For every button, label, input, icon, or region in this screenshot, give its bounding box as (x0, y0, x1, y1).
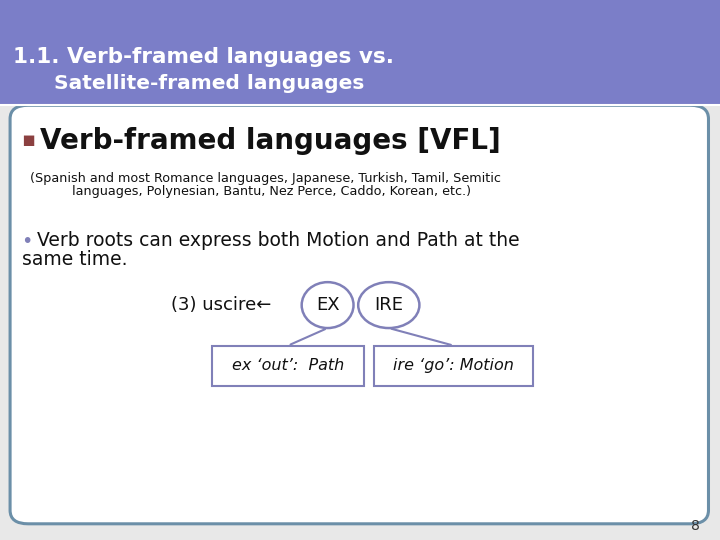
Text: 1.1. Verb-framed languages vs.: 1.1. Verb-framed languages vs. (13, 46, 394, 67)
FancyBboxPatch shape (374, 346, 533, 386)
Text: 8: 8 (691, 519, 700, 534)
FancyBboxPatch shape (10, 105, 708, 524)
Text: ex ‘out’:  Path: ex ‘out’: Path (232, 359, 344, 373)
Text: EX: EX (316, 296, 339, 314)
Text: languages, Polynesian, Bantu, Nez Perce, Caddo, Korean, etc.): languages, Polynesian, Bantu, Nez Perce,… (72, 185, 471, 198)
Text: same time.: same time. (22, 249, 127, 269)
FancyBboxPatch shape (0, 0, 720, 105)
Text: Verb roots can express both Motion and Path at the: Verb roots can express both Motion and P… (37, 231, 520, 250)
Text: Verb-framed languages [VFL]: Verb-framed languages [VFL] (40, 127, 500, 156)
Text: (3) uscire←: (3) uscire← (171, 296, 271, 314)
Text: •: • (22, 232, 33, 252)
Text: (Spanish and most Romance languages, Japanese, Turkish, Tamil, Semitic: (Spanish and most Romance languages, Jap… (30, 172, 501, 185)
Text: ▪: ▪ (22, 130, 36, 151)
FancyBboxPatch shape (212, 346, 364, 386)
Text: Satellite-framed languages: Satellite-framed languages (54, 74, 364, 93)
Text: IRE: IRE (374, 296, 403, 314)
Text: ire ‘go’: Motion: ire ‘go’: Motion (393, 359, 514, 373)
